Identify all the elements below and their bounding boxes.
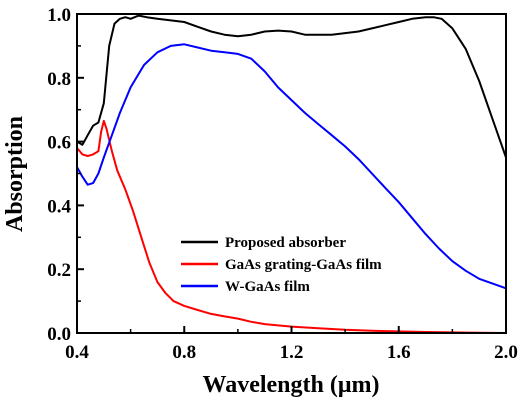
legend-label-proposed-absorber: Proposed absorber: [225, 235, 346, 251]
series-line-gaas-grating-gaas-film: [76, 119, 507, 334]
y-tick-label: 0.4: [47, 196, 71, 217]
x-tick-label: 1.6: [387, 342, 411, 363]
x-tick-label: 0.8: [172, 342, 196, 363]
x-tick-label: 2.0: [494, 342, 518, 363]
legend: Proposed absorber GaAs grating-GaAs film…: [181, 235, 382, 295]
legend-label-gaas-grating-gaas-film: GaAs grating-GaAs film: [225, 257, 382, 273]
y-tick-label: 0.0: [47, 324, 71, 345]
y-tick-label: 0.8: [47, 69, 71, 90]
series-line-w-gaas-film: [76, 43, 507, 290]
y-tick-label: 0.2: [47, 260, 71, 281]
series-line-proposed-absorber: [76, 14, 507, 158]
x-axis-title: Wavelength (μm): [203, 372, 380, 398]
x-tick-label: 0.4: [65, 342, 89, 363]
x-tick-label: 1.2: [280, 342, 304, 363]
y-tick-label: 1.0: [47, 5, 71, 26]
y-tick-label: 0.6: [47, 133, 71, 154]
y-axis-title: Absorption: [2, 116, 28, 232]
legend-label-w-gaas-film: W-GaAs film: [225, 279, 310, 295]
series-layer: [76, 14, 507, 334]
ticks-layer: 0.4 0.8 1.2 1.6 2.0 0.0 0.2 0.4 0.6 0.8 1.0: [47, 5, 518, 363]
